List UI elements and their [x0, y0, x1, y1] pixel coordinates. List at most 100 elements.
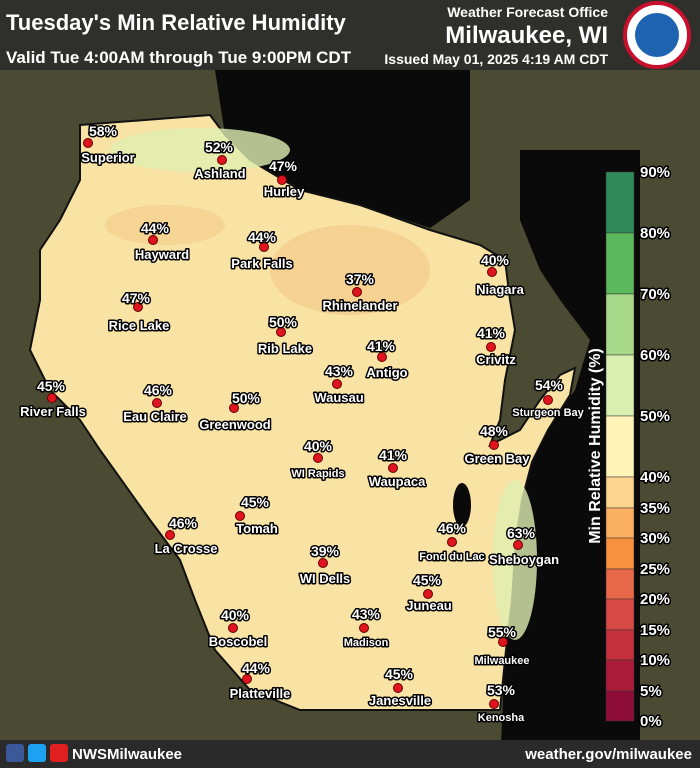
city-name: River Falls [20, 404, 86, 419]
city-value: 45% [413, 572, 442, 588]
city-dot [165, 530, 175, 540]
legend-swatch [605, 293, 635, 356]
city-value: 58% [89, 123, 118, 139]
city-dot [489, 699, 499, 709]
city-name: Boscobel [209, 634, 268, 649]
city-dot [313, 453, 323, 463]
city-name: Tomah [236, 521, 278, 536]
legend-tick-label: 25% [640, 561, 670, 578]
city-name: Milwaukee [474, 655, 529, 667]
twitter-icon [28, 744, 46, 762]
city-value: 40% [481, 252, 510, 268]
location: Milwaukee, WI [445, 22, 608, 49]
city-name: Sheboygan [489, 552, 559, 567]
facebook-icon [6, 744, 24, 762]
city-dot [393, 683, 403, 693]
city-name: WI Rapids [291, 468, 344, 480]
city-name: Niagara [476, 282, 524, 297]
city-value: 48% [480, 423, 509, 439]
city-dot [47, 393, 57, 403]
legend-swatch [605, 232, 635, 295]
lake-michigan [500, 150, 640, 768]
city-dot [133, 302, 143, 312]
city-value: 40% [304, 438, 333, 454]
legend-swatch [605, 537, 635, 570]
city-name: Madison [344, 637, 389, 649]
legend-swatch [605, 354, 635, 417]
city-name: Hayward [135, 247, 189, 262]
city-name: Park Falls [231, 256, 292, 271]
legend-tick-label: 40% [640, 469, 670, 486]
city-value: 44% [248, 229, 277, 245]
city-name: Fond du Lac [419, 551, 484, 563]
city-name: Eau Claire [123, 409, 187, 424]
city-dot [217, 155, 227, 165]
city-name: Juneau [406, 598, 452, 613]
city-value: 47% [122, 290, 151, 306]
city-value: 46% [438, 520, 467, 536]
legend-tick-label: 80% [640, 225, 670, 242]
city-dot [148, 235, 158, 245]
youtube-icon [50, 744, 68, 762]
website: weather.gov/milwaukee [524, 746, 692, 763]
city-dot [83, 138, 93, 148]
city-dot [543, 395, 553, 405]
city-dot [489, 440, 499, 450]
city-dot [277, 175, 287, 185]
city-dot [498, 637, 508, 647]
legend-swatch [605, 568, 635, 600]
city-dot [352, 287, 362, 297]
city-value: 43% [325, 363, 354, 379]
city-value: 47% [269, 158, 298, 174]
city-value: 39% [311, 543, 340, 559]
city-name: Wausau [314, 390, 363, 405]
city-dot [486, 342, 496, 352]
title: Tuesday's Min Relative Humidity [6, 10, 347, 35]
city-value: 46% [169, 515, 198, 531]
city-name: La Crosse [155, 541, 218, 556]
legend-tick-label: 20% [640, 591, 670, 608]
legend-tick-label: 0% [640, 713, 662, 730]
city-value: 54% [535, 377, 564, 393]
city-value: 41% [379, 447, 408, 463]
city-value: 43% [352, 606, 381, 622]
city-value: 63% [507, 525, 536, 541]
city-value: 46% [144, 382, 173, 398]
city-name: WI Dells [300, 571, 351, 586]
city-value: 40% [221, 607, 250, 623]
city-value: 37% [346, 271, 375, 287]
city-name: Rib Lake [258, 341, 312, 356]
city-dot [359, 623, 369, 633]
lake-superior [215, 70, 470, 228]
city-value: 45% [385, 666, 414, 682]
city-value: 50% [232, 390, 261, 406]
nws-logo-inner [635, 13, 679, 57]
legend-swatch [605, 415, 635, 478]
legend-swatch [605, 598, 635, 631]
city-dot [259, 242, 269, 252]
legend-swatch [605, 476, 635, 509]
city-value: 41% [367, 338, 396, 354]
lake-winnebago [453, 483, 471, 527]
city-dot [235, 511, 245, 521]
city-name: Rice Lake [109, 318, 170, 333]
city-name: Greenwood [199, 417, 271, 432]
city-name: Ashland [194, 166, 245, 181]
moist-area [493, 480, 537, 640]
city-name: Green Bay [464, 451, 530, 466]
city-dot [332, 379, 342, 389]
city-dot [513, 540, 523, 550]
issued: Issued May 01, 2025 4:19 AM CDT [384, 51, 608, 67]
city-name: Antigo [366, 365, 407, 380]
city-value: 50% [269, 314, 298, 330]
legend-tick-label: 10% [640, 652, 670, 669]
legend-tick-label: 90% [640, 164, 670, 181]
city-dot [152, 398, 162, 408]
city-value: 53% [487, 682, 516, 698]
city-name: Waupaca [369, 474, 426, 489]
city-value: 44% [242, 660, 271, 676]
legend-tick-label: 70% [640, 286, 670, 303]
city-dot [487, 267, 497, 277]
city-name: Kenosha [478, 712, 525, 724]
legend-tick-label: 35% [640, 500, 670, 517]
